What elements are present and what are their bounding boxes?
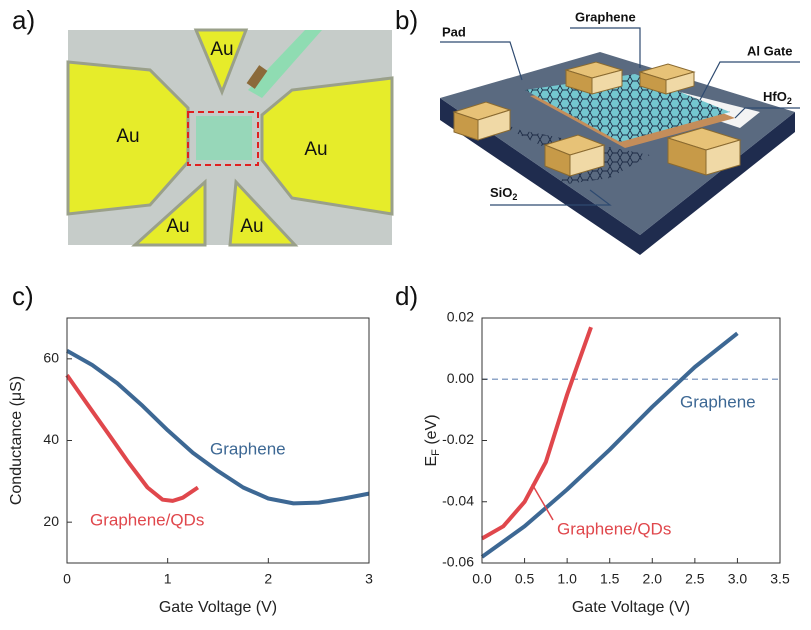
x-tick-label: 0.0	[472, 571, 492, 587]
x-tick-label: 1.5	[600, 571, 620, 587]
au-label: Au	[210, 39, 233, 60]
series-label: Graphene	[210, 439, 286, 458]
x-tick-label: 3	[365, 571, 373, 587]
data-line	[65, 374, 200, 503]
label-rest: (eV)	[423, 414, 440, 449]
y-tick-label: 40	[43, 431, 59, 447]
y-tick-label: -0.06	[442, 554, 474, 570]
panel-label: a)	[12, 5, 35, 35]
y-tick-label: -0.02	[442, 431, 474, 447]
x-tick-label: 1.0	[557, 571, 577, 587]
charts: 0 1 2 3 20 40 60 Gate Voltage (V) Conductance (μ…	[8, 309, 790, 617]
au-label: Au	[166, 216, 189, 237]
y-tick-label: 60	[43, 350, 59, 366]
schematic-label: Graphene	[575, 9, 636, 24]
au-label: Au	[304, 139, 327, 160]
au-label: Au	[240, 216, 263, 237]
annotation-pointer	[531, 483, 554, 521]
data-line	[480, 331, 739, 559]
data-line	[66, 348, 370, 506]
y-tick-label: 0.00	[447, 370, 474, 386]
label-main: HfO	[763, 89, 787, 104]
x-axis-label: Gate Voltage (V)	[159, 599, 277, 616]
schematic-label: SiO2	[490, 185, 517, 202]
label-sub: F	[430, 449, 442, 456]
x-tick-label: 0.5	[515, 571, 535, 587]
y-tick-label: -0.04	[442, 492, 474, 508]
x-tick-label: 0	[63, 571, 71, 587]
data-line	[481, 326, 593, 541]
x-tick-label: 1	[164, 571, 172, 587]
panel-label: b)	[395, 5, 418, 35]
label-main: E	[423, 456, 440, 467]
series-label: Graphene/QDs	[557, 519, 671, 538]
x-axis-label: Gate Voltage (V)	[572, 599, 690, 616]
panel-label: c)	[12, 281, 34, 311]
y-axis-label: Conductance (μS)	[8, 376, 25, 505]
series-label: Graphene	[680, 392, 756, 411]
schematic-label: Al Gate	[747, 43, 793, 58]
label-sub: 2	[512, 192, 517, 202]
schematic-label: HfO2	[763, 89, 792, 106]
au-label: Au	[116, 126, 139, 147]
label-sub: 2	[787, 96, 792, 106]
x-tick-label: 3.0	[728, 571, 748, 587]
x-tick-label: 3.5	[770, 571, 790, 587]
panel-label: d)	[395, 281, 418, 311]
y-axis-label: EF (eV)	[423, 414, 442, 466]
schematic: Pad Graphene Al Gate HfO2 SiO2	[440, 9, 800, 255]
x-tick-label: 2.5	[685, 571, 705, 587]
y-tick-label: 0.02	[447, 309, 474, 325]
label-main: SiO	[490, 185, 512, 200]
series-label: Graphene/QDs	[90, 510, 204, 529]
x-tick-label: 2	[264, 571, 272, 587]
x-tick-label: 2.0	[643, 571, 663, 587]
micrograph: Au Au Au Au Au Au	[66, 28, 394, 247]
y-tick-label: 20	[43, 513, 59, 529]
schematic-label: Pad	[442, 24, 466, 39]
